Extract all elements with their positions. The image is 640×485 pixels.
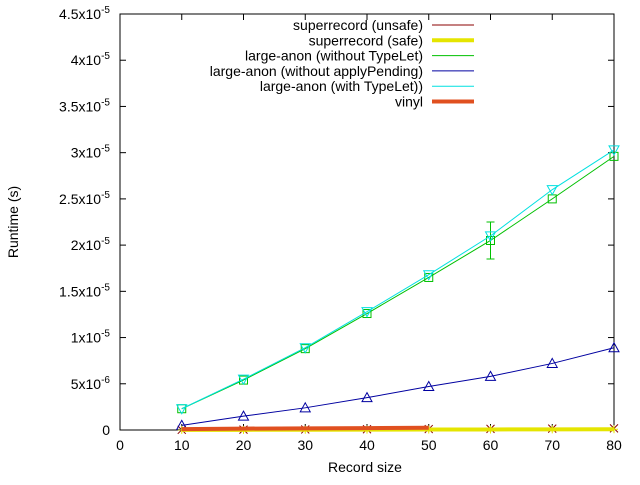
y-tick-label-exponent: -5 — [101, 236, 110, 247]
point — [548, 425, 557, 434]
point — [299, 343, 312, 354]
y-tick-label-exponent: -5 — [101, 190, 110, 201]
point — [608, 341, 620, 353]
series-line — [181, 155, 615, 410]
series-line — [181, 425, 429, 432]
series-line — [181, 149, 615, 410]
y-tick-label-exponent: -5 — [101, 282, 110, 293]
y-tick-label-base: 4.5x10 — [59, 6, 101, 22]
legend-label: large-anon (without TypeLet) — [245, 48, 423, 64]
legend-label: large-anon (with TypeLet)) — [260, 78, 423, 94]
x-tick-label: 50 — [421, 437, 437, 453]
point — [484, 231, 497, 242]
point — [422, 380, 435, 392]
y-tick-label-base: 0 — [102, 422, 110, 438]
y-tick-label: 3.5x10-5 — [59, 97, 110, 114]
point — [608, 145, 620, 156]
point — [484, 370, 497, 381]
y-tick-label: 1.5x10-5 — [59, 282, 110, 299]
y-tick-label-base: 1x10 — [71, 330, 102, 346]
y-tick-label: 2.5x10-5 — [59, 190, 110, 207]
y-tick-label: 2x10-5 — [71, 236, 111, 253]
x-tick-label: 80 — [606, 437, 622, 453]
point — [546, 357, 559, 368]
y-tick-label-exponent: -5 — [101, 5, 110, 16]
y-tick-label-exponent: -6 — [101, 375, 110, 386]
point — [546, 185, 559, 196]
y-tick-label: 4x10-5 — [71, 51, 111, 68]
y-tick-label-base: 4x10 — [71, 52, 102, 68]
x-tick-label: 30 — [297, 437, 313, 453]
y-tick-label-base: 2x10 — [71, 237, 102, 253]
y-axis-label: Runtime (s) — [5, 186, 21, 258]
y-tick-label: 5x10-6 — [71, 375, 111, 392]
point — [610, 425, 618, 434]
y-tick-label: 3x10-5 — [71, 144, 111, 161]
y-tick-label-base: 3.5x10 — [59, 98, 101, 114]
series-line — [181, 347, 615, 426]
y-tick-label-exponent: -5 — [101, 51, 110, 62]
legend-label: large-anon (without applyPending) — [210, 63, 423, 79]
point — [609, 151, 619, 161]
point — [237, 410, 250, 421]
x-axis-label: Record size — [328, 459, 402, 475]
point — [175, 404, 188, 415]
x-tick-label: 60 — [483, 437, 499, 453]
y-tick-label: 4.5x10-5 — [59, 5, 110, 22]
y-tick-label: 0 — [102, 422, 110, 438]
point — [422, 270, 435, 281]
point — [486, 425, 495, 434]
x-tick-label: 40 — [359, 437, 375, 453]
point — [299, 401, 312, 413]
x-tick-label: 10 — [174, 437, 190, 453]
legend-label: superrecord (unsafe) — [293, 17, 423, 33]
y-tick-label: 1x10-5 — [71, 329, 111, 346]
y-tick-label-base: 2.5x10 — [59, 191, 101, 207]
point — [237, 374, 250, 386]
y-tick-label-exponent: -5 — [101, 144, 110, 155]
point — [361, 391, 373, 403]
point — [361, 307, 373, 318]
y-tick-label-exponent: -5 — [101, 329, 110, 340]
legend-label: vinyl — [395, 94, 423, 110]
y-tick-label-base: 3x10 — [71, 145, 102, 161]
legend-label: superrecord (safe) — [309, 32, 423, 48]
x-tick-label: 70 — [544, 437, 560, 453]
x-tick-label: 0 — [116, 437, 124, 453]
y-tick-label-exponent: -5 — [101, 97, 110, 108]
x-tick-label: 20 — [236, 437, 252, 453]
y-tick-label-base: 5x10 — [71, 376, 102, 392]
y-tick-label-base: 1.5x10 — [59, 283, 101, 299]
